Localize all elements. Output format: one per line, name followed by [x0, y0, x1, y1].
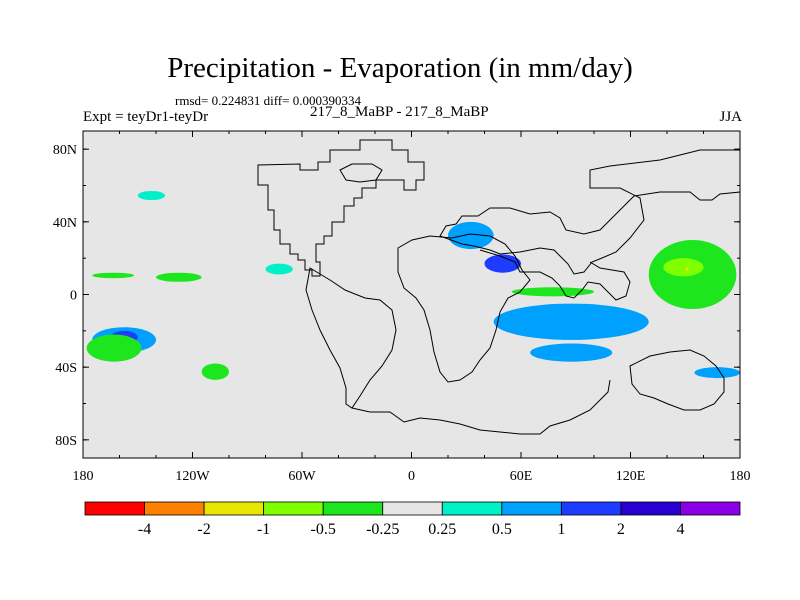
experiment-label: Expt = teyDr1-teyDr [83, 109, 209, 125]
coastlines [257, 139, 741, 435]
colorbar-swatch [263, 501, 324, 516]
anomaly-region-2 [86, 334, 142, 362]
colorbar-label: 1 [557, 521, 565, 538]
anomaly-region-9 [484, 254, 521, 273]
colorbar-swatch [680, 501, 741, 516]
colorbar: -4 -2 -1 -0.5 -0.25 0.25 0.5 1 2 4 [84, 501, 741, 538]
y-tick-label: 80S [55, 434, 77, 449]
colorbar-label: -2 [197, 521, 210, 538]
x-tick-label: 120W [175, 469, 210, 484]
coastline-south-america [305, 267, 397, 409]
colorbar-label: 0.25 [428, 521, 456, 538]
anomaly-region-17 [530, 343, 613, 362]
coastline-greenland [339, 163, 383, 183]
anomaly-region-19 [201, 363, 229, 380]
y-tick-label: 40S [55, 361, 77, 376]
chart-title: Precipitation - Evaporation (in mm/day) [167, 52, 633, 84]
anomaly-region-6 [265, 263, 293, 275]
coastline-eurasia [439, 149, 741, 275]
colorbar-swatch [501, 501, 562, 516]
colorbar-label: -0.5 [311, 521, 336, 538]
coastline-north-america [257, 139, 425, 277]
x-tick-label: 60W [288, 469, 316, 484]
y-tick-label: 40N [53, 216, 77, 231]
colorbar-swatch [620, 501, 681, 516]
y-tick-label: 80N [53, 143, 77, 158]
anomaly-region-5 [137, 190, 166, 201]
anomaly-region-12 [493, 303, 649, 340]
x-tick-label: 180 [730, 469, 751, 484]
y-axis: 80N 40N 0 40S 80S [53, 143, 740, 449]
y-tick-label: 0 [70, 289, 77, 304]
colorbar-label: -0.25 [366, 521, 399, 538]
colorbar-swatch [382, 501, 443, 516]
x-tick-label: 120E [616, 469, 646, 484]
anomaly-region-4 [156, 272, 202, 282]
anomaly-region-13 [511, 287, 594, 297]
colorbar-swatch [441, 501, 503, 516]
colorbar-swatch [144, 501, 205, 516]
colorbar-label: 4 [676, 521, 684, 538]
anomaly-region-16 [685, 267, 689, 271]
stats-line: rmsd= 0.224831 diff= 0.000390334 [175, 93, 361, 108]
colorbar-label: -1 [257, 521, 270, 538]
x-tick-label: 60E [510, 469, 533, 484]
colorbar-swatch [203, 501, 265, 516]
colorbar-swatch [560, 501, 622, 516]
colorbar-label: 0.5 [492, 521, 512, 538]
anomaly-region-3 [92, 272, 135, 279]
colorbar-swatch [84, 501, 145, 516]
x-axis: 180 120W 60W 0 60E 120E 180 [73, 131, 751, 484]
coastline-australia [629, 349, 725, 411]
x-tick-label: 180 [73, 469, 94, 484]
x-tick-label: 0 [408, 469, 415, 484]
coastline-arabia-india [479, 249, 631, 301]
case-label: 217_8_MaBP - 217_8_MaBP [310, 104, 489, 120]
season-label: JJA [719, 109, 742, 125]
colorbar-swatch [322, 501, 384, 516]
anomaly-region-18 [694, 367, 740, 379]
colorbar-label: 2 [617, 521, 625, 538]
anomaly-region-8 [448, 221, 494, 250]
anomaly-region-15 [663, 258, 704, 277]
anomaly-fields [86, 190, 740, 380]
coastline-africa [397, 233, 531, 383]
colorbar-label: -4 [138, 521, 151, 538]
coastline-antarctica [351, 379, 611, 435]
